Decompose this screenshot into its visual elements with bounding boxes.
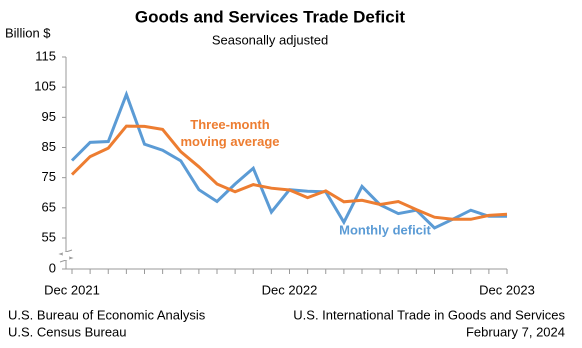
axis-break-gap [63,252,69,260]
y-tick-label: 85 [42,139,56,154]
series-line [70,90,507,230]
x-tick-label: Dec 2022 [262,282,318,297]
y-axis-label: Billion $ [5,25,51,40]
y-tick-label: 0 [49,260,56,275]
series-label: Monthly deficit [339,222,431,237]
y-tick-label: 65 [42,199,56,214]
x-tick-label: Dec 2021 [44,282,100,297]
source: U.S. Bureau of Economic Analysis [8,307,206,322]
series-line [70,124,508,221]
x-tick-label: Dec 2023 [479,282,535,297]
source: U.S. Census Bureau [8,324,127,339]
chart-subtitle: Seasonally adjusted [212,32,328,47]
y-tick-label: 75 [42,169,56,184]
y-tick-label: 95 [42,109,56,124]
y-tick-label: 55 [42,229,56,244]
source: U.S. International Trade in Goods and Se… [293,307,565,322]
chart-title: Goods and Services Trade Deficit [135,7,406,26]
series-label-line: Three-month [190,117,270,132]
source: February 7, 2024 [466,324,565,339]
y-tick-label: 105 [34,79,56,94]
y-tick-label: 115 [35,48,56,63]
series-label-line: moving average [181,134,280,149]
series-label: Three-month moving average [181,117,280,149]
